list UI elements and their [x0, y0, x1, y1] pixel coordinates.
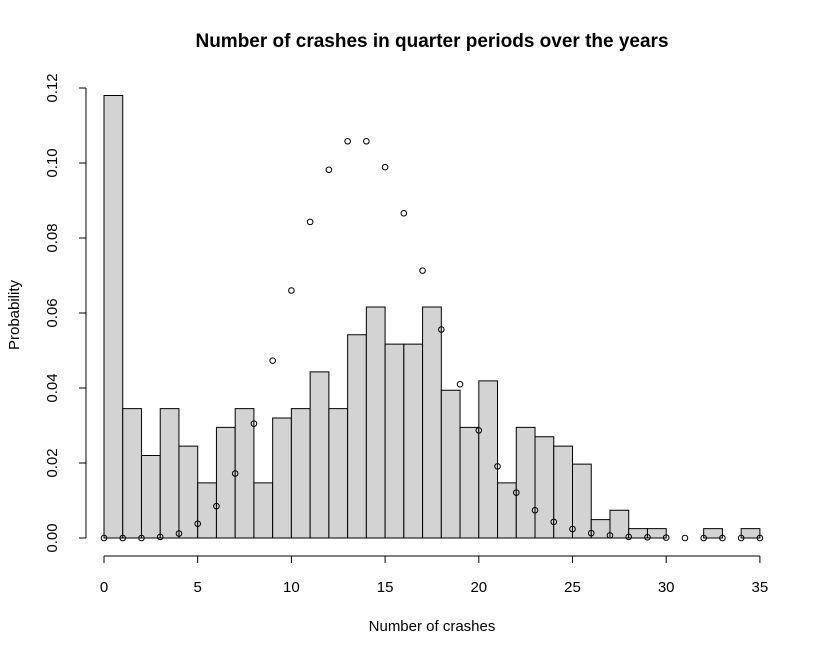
density-point-29 — [644, 533, 651, 541]
histogram-bar-18 — [440, 389, 461, 539]
x-tick-label-2: 10 — [283, 579, 300, 596]
density-point-34 — [737, 534, 745, 542]
density-point-13 — [344, 137, 351, 145]
histogram-bar-17 — [422, 306, 442, 539]
histogram-bar-7 — [234, 408, 255, 539]
density-point-16 — [400, 209, 408, 217]
histogram-bar-9 — [272, 417, 292, 539]
density-point-6 — [213, 502, 220, 510]
density-point-14 — [363, 137, 370, 145]
density-point-30 — [662, 534, 670, 541]
density-point-21 — [494, 463, 501, 470]
density-point-9 — [269, 357, 276, 364]
histogram-bar-13 — [347, 334, 367, 539]
y-axis: 0.00 0.02 0.04 0.06 0.08 0.10 0.12 — [44, 73, 87, 553]
density-point-15 — [381, 163, 389, 171]
density-point-31 — [681, 534, 689, 542]
density-point-0 — [100, 534, 108, 542]
density-point-11 — [306, 218, 314, 226]
histogram-bar-16 — [403, 343, 424, 539]
histogram-bar-5 — [197, 482, 217, 539]
density-point-3 — [156, 533, 164, 541]
y-tick-label-2: 0.04 — [44, 373, 61, 402]
density-point-4 — [175, 530, 183, 537]
density-point-23 — [531, 506, 539, 514]
density-point-19 — [456, 380, 464, 388]
histogram-bar-12 — [328, 408, 349, 539]
x-tick-label-4: 20 — [470, 579, 487, 596]
y-tick-label-3: 0.06 — [44, 298, 61, 327]
density-point-25 — [569, 525, 576, 533]
density-point-7 — [231, 470, 239, 477]
density-point-18 — [438, 326, 445, 333]
density-point-33 — [719, 534, 726, 542]
density-point-22 — [512, 489, 520, 496]
histogram-bar-14 — [365, 306, 386, 539]
x-tick-label-5: 25 — [564, 579, 581, 596]
histogram-bar-15 — [384, 343, 405, 539]
x-tick-label-0: 0 — [100, 579, 108, 596]
density-point-17 — [419, 267, 426, 274]
histogram-bar-3 — [159, 408, 180, 539]
y-tick-label-6: 0.12 — [44, 73, 61, 102]
histogram-bar-24 — [553, 445, 574, 539]
x-tick-label-3: 15 — [377, 579, 394, 596]
y-tick-label-4: 0.08 — [44, 223, 61, 252]
histogram-bar-30 — [703, 528, 723, 539]
histogram-bars — [103, 95, 761, 539]
density-point-32 — [700, 534, 707, 542]
histogram-bar-25 — [572, 463, 592, 539]
y-tick-label-1: 0.02 — [44, 448, 61, 477]
x-tick-label-7: 35 — [752, 579, 769, 596]
histogram-bar-0 — [103, 95, 124, 539]
histogram-bar-31 — [740, 528, 761, 539]
density-point-27 — [606, 532, 614, 539]
y-tick-label-5: 0.10 — [44, 148, 61, 177]
density-point-24 — [550, 518, 558, 526]
y-tick-label-0: 0.00 — [44, 523, 61, 552]
x-axis-label: Number of crashes — [369, 618, 496, 635]
density-point-26 — [587, 529, 595, 537]
density-point-1 — [119, 534, 127, 542]
density-point-10 — [288, 287, 295, 294]
histogram-bar-22 — [515, 426, 536, 539]
density-point-5 — [194, 520, 201, 528]
density-point-20 — [475, 427, 483, 434]
x-axis: 0 5 10 15 20 25 30 35 — [100, 555, 769, 596]
histogram-bar-10 — [290, 408, 311, 539]
histogram-bar-6 — [215, 426, 236, 539]
density-point-8 — [250, 420, 258, 427]
histogram-bar-20 — [478, 380, 499, 539]
x-tick-label-6: 30 — [658, 579, 675, 596]
density-point-12 — [325, 166, 333, 174]
histogram-bar-1 — [122, 408, 142, 539]
density-point-35 — [756, 534, 764, 542]
chart-title: Number of crashes in quarter periods ove… — [195, 31, 668, 52]
histogram-bar-11 — [309, 371, 330, 539]
histogram-bar-27 — [609, 509, 630, 539]
histogram-bar-8 — [253, 482, 274, 539]
density-point-2 — [138, 534, 145, 542]
x-tick-label-1: 5 — [194, 579, 202, 596]
histogram-bar-19 — [459, 426, 480, 539]
y-axis-label: Probability — [6, 279, 23, 350]
density-point-28 — [625, 533, 633, 541]
histogram-bar-2 — [140, 455, 161, 539]
density-points — [100, 137, 764, 542]
histogram-bar-29 — [646, 528, 667, 539]
